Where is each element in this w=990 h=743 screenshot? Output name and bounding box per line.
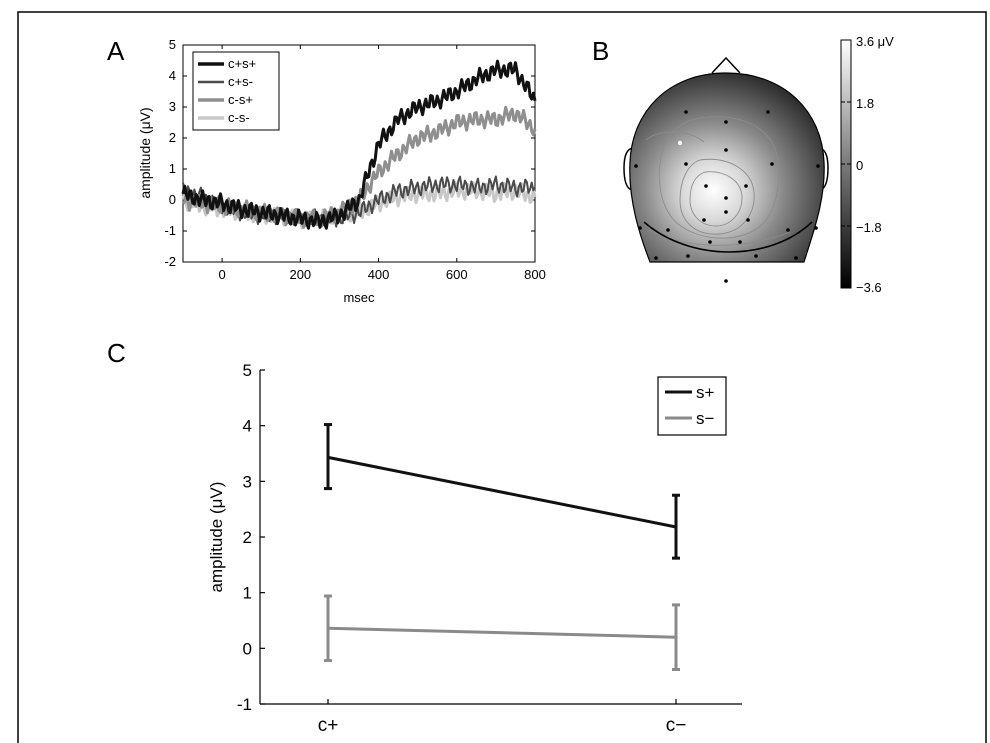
electrode-marker (766, 110, 770, 114)
series-line-c+s+ (181, 59, 537, 230)
chart-a-y-tick-label: -1 (164, 223, 176, 238)
electrode-marker (770, 162, 774, 166)
chart-a-y-tick-label: 5 (169, 37, 176, 52)
chart-a-x-axis-label: msec (343, 290, 375, 305)
electrode-markers (634, 110, 820, 283)
chart-a-y-tick-label: 3 (169, 99, 176, 114)
colorbar-tick-label: −3.6 (856, 280, 882, 295)
chart-a-x-tick-label: 200 (289, 267, 311, 282)
chart-c-y-tick-label: 4 (243, 417, 252, 436)
electrode-marker (744, 184, 748, 188)
colorbar-tick-label: 3.6 μV (856, 34, 894, 49)
series-line-s− (327, 626, 677, 639)
chart-a-y-tick-label: 4 (169, 68, 176, 83)
series-line-s+ (327, 455, 677, 529)
chart-c-y-tick-label: 0 (243, 639, 252, 658)
electrode-marker (746, 218, 750, 222)
chart-c-x-tick-label: c− (666, 715, 687, 736)
erp-line-chart: 0 200 400 600 800 -2 -1 0 1 2 3 4 5 msec amplitude (… (137, 37, 546, 305)
electrode-marker (754, 254, 758, 258)
chart-c-legend-box (657, 376, 727, 436)
electrode-marker (814, 226, 818, 230)
electrode-marker-white (677, 140, 683, 146)
chart-a-x-tick-label: 800 (524, 267, 546, 282)
figure-border (17, 11, 987, 743)
head-left-ear (623, 147, 635, 191)
amplitude-interaction-chart: -1 0 1 2 3 4 5 c+ c− amplitude (μV) s+ s− (207, 361, 742, 736)
legend-label-s+: s+ (696, 383, 715, 402)
legend-label-s−: s− (696, 409, 715, 428)
electrode-marker (724, 148, 728, 152)
electrode-marker (654, 256, 658, 260)
electrode-marker (724, 120, 728, 124)
chart-a-legend: c+s+ c+s-c-s+ c-s- (192, 51, 280, 131)
chart-c-y-tick-label: 3 (243, 472, 252, 491)
chart-a-axes-box (182, 44, 536, 263)
chart-c-x-tick-label: c+ (318, 715, 339, 736)
electrode-marker (724, 210, 728, 214)
electrode-marker (634, 164, 638, 168)
electrode-marker (702, 218, 706, 222)
electrode-marker (686, 254, 690, 258)
electrode-marker (684, 162, 688, 166)
colorbar-tick-label: −1.8 (856, 220, 882, 235)
scalp-topography: 3.6 μV 1.8 0 −1.8 −3.6 (623, 34, 894, 295)
panel-label-b: B (592, 36, 609, 66)
electrode-marker (708, 240, 712, 244)
colorbar-tick-label: 0 (856, 158, 863, 173)
electrode-marker (666, 228, 670, 232)
chart-a-x-tick-label: 600 (446, 267, 468, 282)
head-inner-outline (643, 221, 813, 253)
chart-a-y-tick-label: 2 (169, 130, 176, 145)
electrode-marker (724, 279, 728, 283)
electrode-marker (738, 240, 742, 244)
electrode-marker (724, 196, 728, 200)
chart-c-y-tick-label: 2 (243, 528, 252, 547)
electrode-marker (704, 184, 708, 188)
panel-label-c: C (107, 338, 126, 368)
topography-contours (645, 116, 791, 246)
chart-c-y-axis-label: amplitude (μV) (207, 482, 226, 593)
chart-c-y-tick-label: 5 (243, 361, 252, 380)
electrode-marker (786, 228, 790, 232)
chart-a-y-tick-label: 0 (169, 192, 176, 207)
electrode-marker (684, 110, 688, 114)
chart-c-legend: s+ s− (657, 376, 727, 436)
chart-c-y-tick-label: -1 (237, 695, 252, 714)
chart-c-y-tick-label: 1 (243, 584, 252, 603)
chart-a-x-tick-label: 0 (218, 267, 225, 282)
electrode-marker (638, 226, 642, 230)
electrode-marker (794, 256, 798, 260)
head-nose (711, 56, 741, 74)
colorbar-ticks (841, 101, 851, 227)
electrode-marker (816, 164, 820, 168)
legend-label-c-s-: c-s- (228, 110, 250, 125)
chart-a-y-axis-label: amplitude (μV) (137, 107, 153, 198)
panel-label-a: A (107, 36, 125, 66)
colorbar-tick-label: 1.8 (856, 96, 874, 111)
legend-label-c+s+: c+s+ (228, 56, 256, 71)
chart-a-x-tick-label: 400 (368, 267, 390, 282)
chart-a-y-tick-label: -2 (164, 254, 176, 269)
head-surface (629, 72, 825, 263)
legend-label-c+s-: c+s- (228, 74, 253, 89)
chart-a-y-tick-label: 1 (169, 161, 176, 176)
legend-label-c-s+: c-s+ (228, 92, 253, 107)
